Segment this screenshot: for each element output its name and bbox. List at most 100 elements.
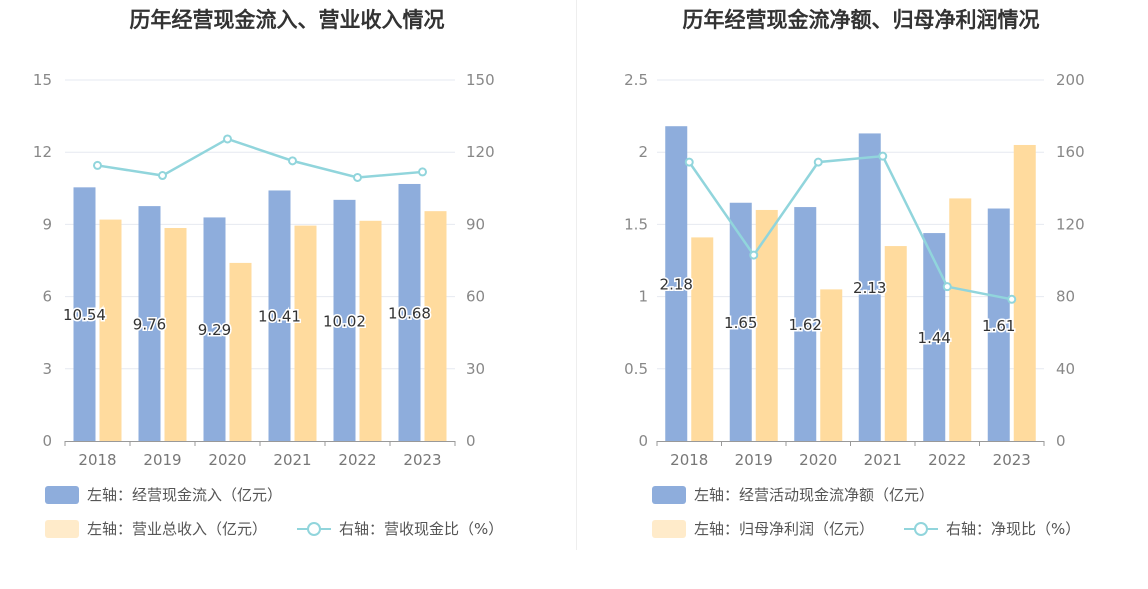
legend: 左轴：经营现金流入（亿元） 左轴：营业总收入（亿元） 右轴：营收现金比（%） <box>45 484 565 544</box>
chart-net-cash-net-profit: 0 0.5 1 1.5 2 2.5 0 40 80 120 160 200 2018 2019 2020 20… <box>624 71 1085 469</box>
line-point-2020 <box>223 134 232 144</box>
legend-label: 左轴：归母净利润（亿元） <box>694 520 875 538</box>
chart-panel-net-cash: 历年经营现金流净额、归母净利润情况 0 0.5 1 1.5 2 2.5 0 40 80 120 16… <box>574 0 1148 589</box>
y-left-tick-label: 9 <box>42 215 52 233</box>
x-tick-label-2020: 2020 <box>799 451 837 469</box>
y-right-tick-label: 200 <box>1056 71 1085 89</box>
bar-2022-series-1 <box>923 233 946 441</box>
y-left-tick-label: 1 <box>638 288 648 306</box>
bar-2018-series-1 <box>73 187 96 441</box>
y-left-tick-label: 12 <box>33 143 52 161</box>
data-label-2023: 1.61 <box>982 317 1015 335</box>
y-right-tick-label: 30 <box>466 360 485 378</box>
legend-item-revenue[interactable]: 左轴：营业总收入（亿元） <box>45 518 267 539</box>
legend-line-icon <box>297 520 331 538</box>
chart-title: 历年经营现金流入、营业收入情况 <box>129 8 445 32</box>
data-label-2023: 10.68 <box>388 304 431 322</box>
bar-2019-series-1 <box>138 206 161 441</box>
x-tick-label-2020: 2020 <box>208 451 246 469</box>
bar-2023-series-1 <box>398 183 421 441</box>
line-point-2021 <box>878 151 888 161</box>
line-series-ratio <box>688 154 1012 301</box>
line-point-2019 <box>749 250 759 260</box>
bar-2021-series-2 <box>884 246 907 441</box>
x-tick-label-2021: 2021 <box>273 451 311 469</box>
panel-divider <box>576 0 577 550</box>
bar-2018-series-2 <box>99 219 122 441</box>
bar-2020-series-1 <box>203 217 226 441</box>
y-left-tick-label: 15 <box>33 71 52 89</box>
line-point-2022 <box>942 282 952 292</box>
legend-item-net-cash-ratio[interactable]: 右轴：净现比（%） <box>904 518 1080 539</box>
line-point-2023 <box>418 167 427 177</box>
legend-swatch-orange <box>45 519 79 538</box>
line-point-2018 <box>684 157 694 167</box>
y-left-tick-label: 0 <box>42 432 52 450</box>
y-left-tick-label: 1.5 <box>624 215 648 233</box>
x-tick-label-2022: 2022 <box>928 451 966 469</box>
bar-2022-series-1 <box>333 199 356 441</box>
y-left-tick-label: 6 <box>42 288 52 306</box>
legend-swatch-blue <box>652 485 686 504</box>
legend-label: 左轴：经营活动现金流净额（亿元） <box>694 486 935 504</box>
legend: 左轴：经营活动现金流净额（亿元） 左轴：归母净利润（亿元） 右轴：净现比（%） <box>652 484 1142 544</box>
y-left-tick-label: 3 <box>42 360 52 378</box>
data-label-2018: 2.18 <box>660 276 693 294</box>
line-point-2020 <box>813 157 823 167</box>
bar-2018-series-1 <box>665 126 688 441</box>
bar-2021-series-2 <box>294 225 317 441</box>
y-right-tick-label: 0 <box>466 432 476 450</box>
data-label-2018: 10.54 <box>63 306 106 324</box>
line-point-2021 <box>288 156 297 166</box>
bar-2023-series-1 <box>987 208 1010 441</box>
bar-2023-series-2 <box>424 211 447 441</box>
data-label-2019: 1.65 <box>724 314 757 332</box>
legend-label: 右轴：营收现金比（%） <box>339 520 504 538</box>
y-right-tick-label: 40 <box>1056 360 1075 378</box>
legend-swatch-blue <box>45 485 79 504</box>
chart-title: 历年经营现金流净额、归母净利润情况 <box>682 8 1040 32</box>
line-point-2018 <box>93 160 102 170</box>
data-label-2021: 10.41 <box>258 308 301 326</box>
x-tick-label-2019: 2019 <box>143 451 181 469</box>
y-right-tick-label: 160 <box>1056 143 1085 161</box>
y-right-tick-label: 90 <box>466 215 485 233</box>
chart-panel-cash-inflow: 历年经营现金流入、营业收入情况 0 3 6 9 12 15 0 30 60 90 120 150 201… <box>33 8 565 544</box>
legend-item-cash-inflow[interactable]: 左轴：经营现金流入（亿元） <box>45 484 282 505</box>
bar-2019-series-2 <box>755 209 778 441</box>
line-point-2019 <box>158 171 167 181</box>
y-right-tick-label: 150 <box>466 71 495 89</box>
y-right-tick-label: 80 <box>1056 288 1075 306</box>
bar-2022-series-2 <box>949 198 972 441</box>
y-left-tick-label: 2 <box>638 143 648 161</box>
bar-2020-series-2 <box>229 262 252 441</box>
bar-2023-series-2 <box>1013 144 1036 442</box>
x-tick-label-2023: 2023 <box>993 451 1031 469</box>
y-right-tick-label: 60 <box>466 288 485 306</box>
legend-line-icon <box>904 520 938 538</box>
x-tick-label-2022: 2022 <box>338 451 376 469</box>
x-tick-label-2023: 2023 <box>403 451 441 469</box>
legend-item-net-profit[interactable]: 左轴：归母净利润（亿元） <box>652 518 874 539</box>
data-label-2021: 2.13 <box>853 279 886 297</box>
legend-label: 左轴：经营现金流入（亿元） <box>87 486 283 504</box>
bar-2019-series-1 <box>729 202 752 441</box>
line-point-2022 <box>353 172 362 182</box>
bar-2021-series-1 <box>858 133 881 442</box>
x-tick-label-2021: 2021 <box>864 451 902 469</box>
legend-item-net-cash-flow[interactable]: 左轴：经营活动现金流净额（亿元） <box>652 484 934 505</box>
data-label-2019: 9.76 <box>133 316 166 334</box>
legend-swatch-orange <box>652 519 686 538</box>
x-tick-label-2018: 2018 <box>670 451 708 469</box>
bar-2020-series-1 <box>794 207 817 441</box>
legend-item-cash-ratio[interactable]: 右轴：营收现金比（%） <box>297 518 503 539</box>
y-left-tick-label: 0.5 <box>624 360 648 378</box>
y-left-tick-label: 0 <box>638 432 648 450</box>
bar-2022-series-2 <box>359 220 382 441</box>
data-label-2020: 1.62 <box>789 316 822 334</box>
y-right-tick-label: 120 <box>466 143 495 161</box>
y-left-tick-label: 2.5 <box>624 71 648 89</box>
bar-2020-series-2 <box>820 289 843 441</box>
bar-2019-series-2 <box>164 228 187 441</box>
